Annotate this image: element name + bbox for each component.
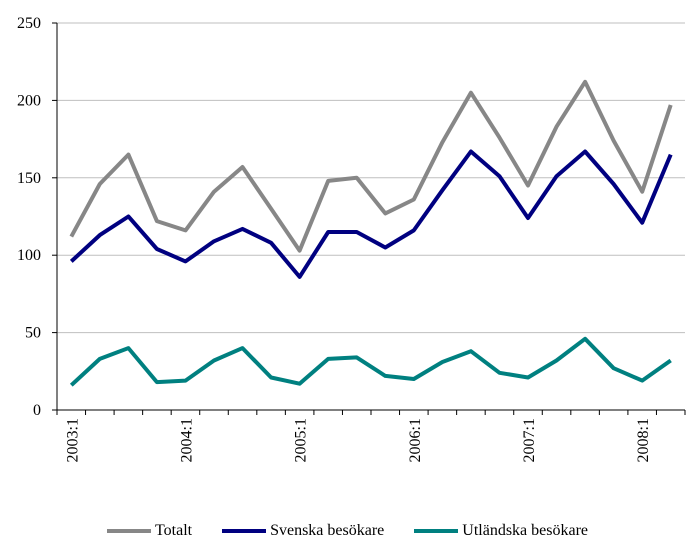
legend-item-totalt: Totalt bbox=[106, 522, 193, 540]
y-tick-label: 50 bbox=[25, 325, 41, 342]
x-tick-label: 2005:1 bbox=[293, 418, 310, 462]
series-line-0 bbox=[69, 79, 673, 253]
legend-label-totalt: Totalt bbox=[154, 522, 193, 539]
series-line-1 bbox=[69, 149, 673, 279]
legend-label-utlandska: Utländska besökare bbox=[462, 522, 588, 539]
x-tick-label: 2006:1 bbox=[407, 418, 424, 462]
x-tick-label: 2007:1 bbox=[521, 418, 538, 462]
x-tick-label: 2004:1 bbox=[178, 418, 195, 462]
axes bbox=[52, 22, 686, 415]
legend-item-svenska: Svenska besökare bbox=[222, 522, 384, 540]
legend-label-svenska: Svenska besökare bbox=[270, 522, 385, 539]
series-line-2 bbox=[69, 336, 672, 387]
y-tick-label: 100 bbox=[17, 247, 41, 264]
x-tick-label: 2003:1 bbox=[64, 418, 81, 462]
legend-swatch-svenska bbox=[222, 529, 267, 533]
legend-swatch-totalt bbox=[106, 529, 151, 533]
y-tick-label: 150 bbox=[17, 170, 41, 187]
y-tick-label: 200 bbox=[17, 92, 41, 109]
legend-item-utlandska: Utländska besökare bbox=[414, 522, 588, 540]
y-tick-label: 250 bbox=[17, 15, 41, 32]
y-axis-tick-labels: 0 50 100 150 200 250 bbox=[17, 15, 41, 419]
legend: Totalt Svenska besökare Utländska besöka… bbox=[0, 522, 695, 540]
gridlines bbox=[57, 22, 685, 334]
x-tick-label: 2008:1 bbox=[635, 418, 652, 462]
x-axis-tick-labels: 2003:1 2004:1 2005:1 2006:1 2007:1 2008:1 bbox=[64, 418, 652, 462]
series-lines bbox=[69, 79, 673, 387]
legend-swatch-utlandska bbox=[414, 529, 459, 533]
y-tick-label: 0 bbox=[33, 402, 41, 419]
